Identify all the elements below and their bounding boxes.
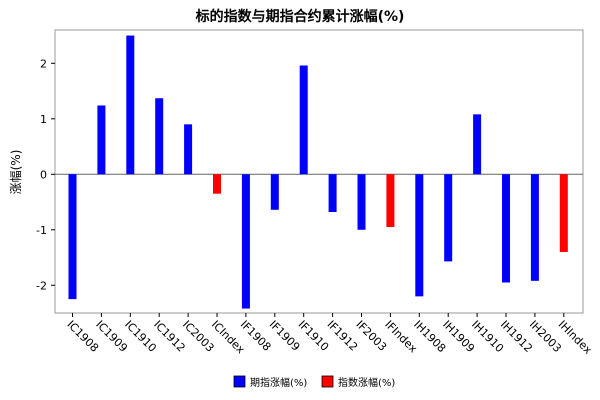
y-tick-label: 1: [40, 113, 47, 126]
chart-title: 标的指数与期指合约累计涨幅(%): [195, 8, 405, 25]
bar-series: [68, 35, 568, 309]
bar-if1909: [270, 174, 279, 210]
x-tick-label: IF1910: [296, 318, 332, 354]
bar-ifindex: [386, 174, 395, 227]
bar-ic1909: [97, 105, 106, 175]
legend-swatch-index: [321, 375, 334, 388]
x-tick-label: IHIndex: [556, 318, 595, 357]
y-tick-label: 0: [40, 168, 47, 181]
bar-if2003: [357, 174, 366, 230]
legend: 期指涨幅(%) 指数涨幅(%): [233, 375, 395, 389]
bar-ih1908: [415, 174, 424, 297]
bar-ic1910: [126, 35, 135, 175]
x-tick-label: IF2003: [353, 318, 389, 354]
x-tick-label: IF1909: [267, 318, 303, 354]
y-axis: -2 -1 0 1 2: [36, 57, 55, 292]
bar-ic2003: [184, 124, 193, 175]
bar-icindex: [213, 174, 221, 194]
bar-ih1912: [502, 174, 510, 283]
plot-area-frame: [54, 29, 584, 314]
x-tick-label: IF1912: [324, 318, 360, 354]
bar-ihindex: [559, 174, 568, 252]
y-tick-label: -1: [36, 224, 47, 237]
legend-label-futures: 期指涨幅(%): [250, 376, 307, 389]
bar-ih1909: [444, 174, 453, 262]
bar-if1910: [299, 65, 308, 175]
bar-if1908: [241, 174, 250, 309]
legend-label-index: 指数涨幅(%): [338, 376, 395, 389]
y-tick-label: 2: [40, 57, 47, 70]
y-axis-label: 涨幅(%): [8, 150, 23, 195]
y-tick-label: -2: [36, 279, 47, 292]
bar-ic1912: [155, 98, 164, 175]
bar-ih1910: [473, 114, 482, 175]
legend-swatch-futures: [233, 375, 246, 388]
bar-if1912: [328, 174, 337, 213]
bar-ic1908: [68, 174, 77, 300]
x-axis: IC1908IC1909IC1910IC1912IC2003ICIndexIF1…: [64, 313, 595, 357]
bar-ih2003: [530, 174, 539, 281]
